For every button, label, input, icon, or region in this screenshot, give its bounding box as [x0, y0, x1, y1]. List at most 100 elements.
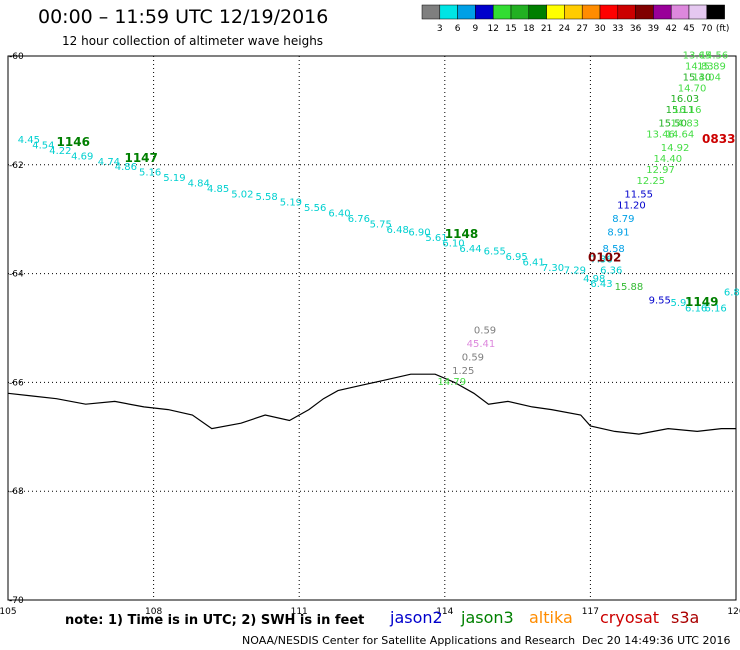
wave-height-value: 6.48: [387, 225, 409, 236]
wave-height-value: 14.40: [653, 154, 682, 165]
wave-height-value: 7.29: [564, 266, 586, 277]
satellite-cryosat-label: cryosat: [600, 608, 660, 627]
wave-height-value: 14.92: [661, 143, 690, 154]
pass-time-label: 1147: [124, 151, 157, 165]
satellite-altika-label: altika: [529, 608, 573, 627]
color-unit-label: (ft): [716, 24, 730, 34]
wave-height-value: 6.87: [724, 287, 740, 298]
wave-height-value: 13.65: [683, 51, 712, 62]
color-bin-label: 6: [455, 24, 461, 34]
wave-height-value: 4.22: [49, 146, 71, 157]
wave-height-value: 6.95: [505, 252, 527, 263]
latitude-tick-label: -70: [9, 596, 24, 606]
wave-height-value: 11.20: [617, 200, 646, 211]
wave-height-value: 14.70: [678, 83, 707, 94]
longitude-tick-label: 120: [727, 607, 740, 617]
wave-height-value: 5.19: [163, 173, 185, 184]
color-bin-label: 42: [665, 24, 676, 34]
wave-height-value: 4.45: [18, 135, 40, 146]
wave-height-value: 5.56: [304, 203, 326, 214]
satellite-jason2-label: jason2: [390, 608, 443, 627]
longitude-tick-label: 108: [145, 607, 162, 617]
wave-height-value: 15.88: [615, 282, 644, 293]
satellite-s3a-label: s3a: [671, 608, 700, 627]
pass-time-label: 1149: [685, 295, 718, 309]
color-bin-label: 70: [701, 24, 713, 34]
wave-height-value: 14.64: [666, 130, 695, 141]
wave-height-value: 14.83: [670, 119, 699, 130]
pass-time-label: 1148: [445, 227, 478, 241]
pass-time-label: 0102: [588, 251, 621, 265]
longitude-tick-label: 105: [0, 607, 17, 617]
wave-height-value: 8.58: [603, 244, 625, 255]
wave-height-value: 15.89: [697, 62, 726, 73]
latitude-tick-label: -68: [9, 487, 24, 497]
map-frame: [7, 55, 737, 601]
latitude-tick-label: -66: [9, 378, 24, 388]
wave-height-value: 14.56: [700, 51, 729, 62]
longitude-tick-label: 117: [582, 607, 599, 617]
footer-note: note: 1) Time is in UTC; 2) SWH is in fe…: [65, 613, 365, 628]
longitude-tick-label: 111: [291, 607, 308, 617]
wave-height-value: 5.16: [139, 168, 161, 179]
wave-height-value: 6.44: [459, 244, 481, 255]
color-bin-label: 3: [437, 24, 443, 34]
wave-height-value: 16.03: [670, 94, 699, 105]
wave-height-value: 6.90: [408, 228, 430, 239]
wave-height-value: 6.16: [685, 304, 707, 315]
color-bin-label: 9: [473, 24, 479, 34]
color-bin-label: 45: [683, 24, 694, 34]
wave-height-value: 6.16: [704, 304, 726, 315]
page-subtitle: 12 hour collection of altimeter wave hei…: [62, 34, 324, 48]
wave-height-value: 5.19: [280, 198, 302, 209]
wave-height-value: 6.10: [442, 238, 464, 249]
wave-height-value: 14.79: [438, 377, 467, 388]
color-bin-label: 21: [541, 24, 552, 34]
wave-height-value: 15.11: [666, 105, 695, 116]
wave-height-value: 0.59: [474, 325, 496, 336]
wave-height-value: 6.43: [590, 279, 612, 290]
latitude-tick-label: -60: [9, 52, 24, 62]
color-bin: [706, 4, 725, 20]
longitude-tick-label: 114: [436, 607, 453, 617]
page-title: 00:00 – 11:59 UTC 12/19/2016: [38, 6, 329, 28]
color-bin-label: 36: [630, 24, 642, 34]
wave-height-value: 6.36: [600, 266, 622, 277]
wave-height-value: 4.54: [32, 140, 54, 151]
pass-time-label: 0833: [702, 132, 735, 146]
color-bin-label: 18: [523, 24, 535, 34]
wave-height-value: 4.84: [188, 179, 210, 190]
color-bin-label: 15: [505, 24, 516, 34]
wave-height-value: 45.41: [467, 339, 496, 350]
wave-height-value: 12.25: [637, 176, 666, 187]
wave-height-value: 6.40: [328, 208, 350, 219]
wave-height-value: 6.76: [348, 214, 370, 225]
wave-height-value: 15.50: [658, 119, 687, 130]
wave-height-value: 5.91: [670, 298, 692, 309]
wave-height-value: 5.58: [256, 192, 278, 203]
wave-height-value: 14.04: [692, 72, 721, 83]
color-bin-label: 27: [576, 24, 587, 34]
wave-height-value: 12.97: [646, 165, 675, 176]
color-bin-label: 12: [487, 24, 498, 34]
wave-height-value: 5.61: [425, 233, 447, 244]
wave-height-value: 16.16: [673, 105, 702, 116]
color-scale-legend: 3 6 9 12 15 18 21 24 27 30 33 36 39 42 45 70 (ft): [421, 4, 730, 34]
latitude-tick-label: -64: [9, 270, 24, 280]
color-bin-label: 30: [594, 24, 606, 34]
wave-height-value: 6.41: [522, 257, 544, 268]
wave-height-value: 8.91: [607, 228, 629, 239]
wave-height-value: 0.59: [462, 353, 484, 364]
wave-height-value: 14.83: [685, 62, 714, 73]
color-bin-label: 39: [648, 24, 660, 34]
pass-time-label: 1146: [57, 135, 90, 149]
wave-height-value: 5.75: [370, 219, 392, 230]
generated-timestamp: Dec 20 14:49:36 UTC 2016: [582, 634, 731, 647]
satellite-jason3-label: jason3: [461, 608, 514, 627]
wave-height-value: 11.55: [624, 189, 653, 200]
color-bin-label: 33: [612, 24, 623, 34]
wave-height-value: 15.30: [683, 72, 712, 83]
wave-height-value: 7.30: [542, 263, 564, 274]
wave-height-value: 6.55: [484, 247, 506, 258]
wave-height-value: 5.02: [231, 189, 253, 200]
